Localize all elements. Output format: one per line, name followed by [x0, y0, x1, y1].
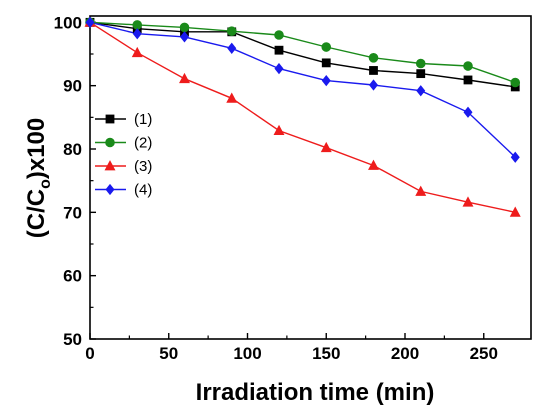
series-1-point	[274, 45, 284, 55]
series-2-point	[510, 77, 521, 88]
series-2-point	[415, 58, 426, 69]
y-tick-label: 90	[63, 77, 82, 96]
series-1-point	[416, 69, 426, 79]
series-2-point	[226, 26, 237, 37]
x-axis-title: Irradiation time (min)	[196, 379, 435, 406]
legend-label-2: (2)	[134, 135, 152, 152]
series-2-point	[368, 52, 379, 63]
series-markers	[84, 16, 521, 217]
series-4-point	[85, 16, 95, 28]
series-2-point	[179, 22, 190, 33]
y-axis-title: (C/Co)x100	[23, 118, 54, 239]
x-tick-label: 50	[159, 344, 178, 363]
series-3-point	[226, 92, 238, 103]
series-2-point	[321, 42, 332, 52]
series-4-point	[416, 85, 426, 97]
y-tick-label: 60	[63, 267, 82, 286]
series-4-point	[227, 42, 237, 54]
series-1-point	[321, 58, 331, 68]
series-1-point	[463, 75, 473, 85]
plot-frame	[89, 15, 532, 340]
series-2-point	[132, 20, 143, 30]
series-1-line	[89, 21, 516, 88]
series-3-line	[89, 21, 516, 213]
x-tick-label: 150	[312, 344, 340, 363]
legend-marker-1	[105, 114, 115, 124]
legend: (1) (2) (3) (4)	[95, 111, 152, 199]
y-tick-label: 50	[63, 330, 82, 349]
series-1-point	[369, 66, 378, 75]
series-3-point	[179, 72, 190, 84]
x-tick-label: 0	[85, 344, 94, 363]
series-4-point	[274, 62, 284, 75]
series-3-point	[320, 141, 332, 153]
x-tick-label: 100	[233, 344, 261, 363]
series-4-point	[510, 151, 520, 163]
y-tick-label: 80	[63, 140, 82, 159]
series-3-point	[131, 46, 143, 58]
series-2-point	[463, 61, 473, 71]
series-lines	[89, 21, 516, 213]
legend-label-4: (4)	[134, 182, 152, 199]
legend-marker-2	[105, 137, 115, 148]
series-3-point	[273, 124, 285, 136]
y-tick-label: 100	[54, 13, 82, 32]
series-2-line	[89, 21, 516, 84]
legend-marker-3	[104, 160, 116, 171]
series-4-point	[368, 79, 379, 91]
series-3-point	[509, 206, 521, 217]
y-axis-title-tail: )x100	[23, 118, 50, 179]
series-2-point	[274, 30, 284, 40]
x-tick-label: 250	[470, 344, 498, 363]
series-4-point	[179, 31, 190, 43]
series-3-point	[462, 196, 474, 207]
series-4-line	[89, 21, 516, 158]
series-4-point	[463, 106, 473, 118]
y-tick-label: 70	[63, 203, 82, 222]
legend-marker-4	[105, 183, 115, 196]
legend-label-3: (3)	[134, 158, 152, 175]
y-axis-title-sub: o	[37, 179, 54, 189]
y-axis-title-main: (C/C	[23, 189, 50, 238]
series-3-point	[415, 185, 427, 196]
legend-label-1: (1)	[134, 111, 152, 128]
x-tick-label: 200	[391, 344, 419, 363]
series-4-point	[321, 74, 331, 87]
series-3-point	[368, 159, 379, 170]
series-4-point	[132, 28, 142, 40]
